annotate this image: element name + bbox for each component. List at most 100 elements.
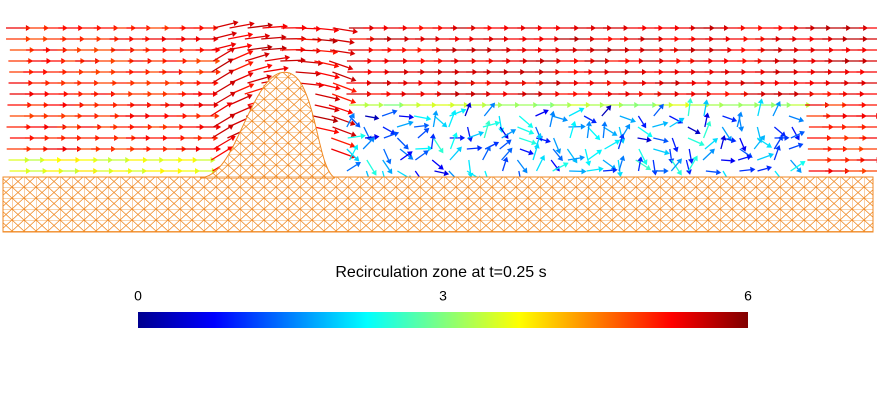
velocity-arrow <box>499 126 507 136</box>
velocity-arrow <box>349 148 357 161</box>
velocity-arrow <box>229 96 249 106</box>
velocity-arrow <box>366 159 375 172</box>
arrow-head <box>614 139 621 146</box>
arrow-head <box>618 133 625 140</box>
arrow-head <box>347 108 354 115</box>
velocity-arrow <box>329 38 350 43</box>
arrow-head <box>664 149 670 156</box>
arrow-head <box>641 159 648 166</box>
velocity-arrow <box>773 126 783 135</box>
arrow-head <box>226 102 233 108</box>
velocity-arrow <box>365 115 375 119</box>
velocity-arrow <box>212 33 233 40</box>
arrow-head <box>213 36 219 42</box>
arrow-head <box>750 166 756 173</box>
velocity-arrow <box>602 126 606 139</box>
velocity-arrow <box>517 126 530 133</box>
arrow-head <box>423 127 430 134</box>
velocity-arrow <box>790 132 801 139</box>
arrow-head <box>351 87 357 94</box>
arrow-head <box>715 169 722 176</box>
velocity-arrow <box>464 106 470 117</box>
arrow-head <box>230 42 237 48</box>
velocity-arrow <box>553 137 559 150</box>
arrow-head <box>737 111 743 118</box>
arrow-head <box>216 124 222 130</box>
velocity-arrow <box>757 155 770 161</box>
arrow-head <box>738 126 745 132</box>
arrow-head <box>215 69 221 75</box>
arrow-head <box>332 48 339 55</box>
velocity-arrow <box>363 126 370 138</box>
arrow-head <box>456 146 462 153</box>
velocity-arrow <box>264 57 286 62</box>
velocity-arrow <box>587 152 599 161</box>
velocity-arrow <box>247 76 268 84</box>
velocity-arrow <box>790 159 799 170</box>
arrow-head <box>227 58 234 64</box>
arrow-head <box>438 164 444 170</box>
arrow-head <box>229 91 236 98</box>
velocity-arrow <box>466 126 471 138</box>
velocity-arrow <box>772 105 779 117</box>
arrow-head <box>350 76 357 82</box>
arrow-head <box>536 132 543 139</box>
velocity-arrow <box>213 82 232 95</box>
velocity-arrow <box>704 117 708 128</box>
velocity-arrow <box>551 115 564 120</box>
mesh-base <box>2 176 874 233</box>
velocity-arrow <box>756 126 761 139</box>
arrow-head <box>619 155 626 162</box>
velocity-arrow <box>346 148 357 159</box>
arrow-head <box>799 161 806 167</box>
arrow-head <box>605 105 612 111</box>
colorbar-tick-label: 0 <box>134 288 142 304</box>
velocity-arrow <box>702 125 710 139</box>
velocity-arrow <box>432 137 442 150</box>
velocity-arrow <box>652 159 656 171</box>
arrow-head <box>694 128 701 135</box>
velocity-arrow <box>382 126 392 133</box>
velocity-arrow <box>652 123 664 128</box>
velocity-arrow <box>431 159 441 168</box>
arrow-head <box>562 162 569 168</box>
velocity-arrow <box>483 124 489 139</box>
velocity-arrow <box>415 147 428 150</box>
arrow-head <box>585 160 592 167</box>
arrow-head <box>663 167 669 174</box>
arrow-head <box>746 154 753 161</box>
velocity-arrow <box>211 126 230 139</box>
velocity-arrow <box>567 157 581 161</box>
arrow-head <box>333 62 340 69</box>
arrow-head <box>645 164 652 171</box>
arrow-head <box>698 140 705 147</box>
arrow-head <box>720 135 727 141</box>
velocity-arrow <box>753 138 763 150</box>
velocity-arrow <box>314 60 335 67</box>
arrow-head <box>233 20 239 27</box>
velocity-arrow <box>332 71 352 80</box>
velocity-arrow <box>705 170 717 173</box>
arrow-head <box>431 102 437 108</box>
velocity-arrow <box>329 49 351 54</box>
arrow-head <box>766 165 772 172</box>
velocity-arrow <box>414 125 425 128</box>
arrow-head <box>775 145 781 151</box>
velocity-arrow <box>346 117 353 128</box>
velocity-arrow <box>637 126 649 135</box>
velocity-arrow <box>653 137 665 142</box>
velocity-arrow <box>382 159 391 171</box>
arrow-head <box>266 74 273 81</box>
velocity-arrow <box>347 135 361 139</box>
arrow-head <box>386 168 393 175</box>
velocity-arrow <box>396 122 410 128</box>
velocity-arrow <box>331 148 351 157</box>
velocity-arrow <box>737 156 748 161</box>
velocity-arrow <box>587 126 598 138</box>
arrow-head <box>354 121 361 128</box>
arrow-head <box>688 158 694 164</box>
velocity-arrow <box>229 23 250 29</box>
velocity-arrow <box>348 115 358 125</box>
arrow-head <box>429 133 436 139</box>
